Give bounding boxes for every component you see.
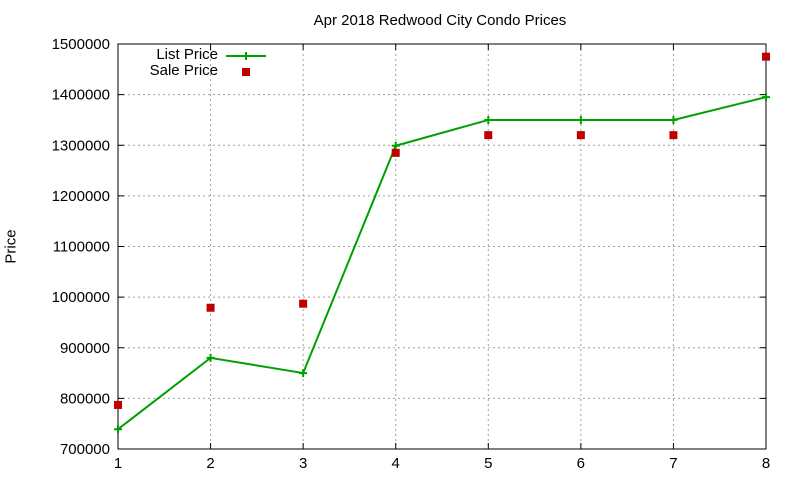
legend-sale-price-marker	[242, 68, 250, 76]
legend-sale-price-label: Sale Price	[149, 62, 218, 79]
data-point-plus	[114, 425, 122, 434]
data-point-square	[576, 131, 585, 140]
data-point-plus	[206, 353, 215, 362]
data-point-square	[484, 131, 493, 140]
y-tick-label: 1000000	[52, 289, 110, 306]
y-tick-label: 1100000	[53, 239, 110, 256]
data-point-plus	[484, 115, 493, 124]
y-tick-label: 1200000	[52, 188, 110, 205]
y-tick-label: 1500000	[52, 36, 110, 53]
x-tick-label: 6	[577, 455, 585, 472]
data-point-square	[299, 299, 308, 308]
x-tick-label: 8	[762, 455, 770, 472]
x-tick-label: 3	[299, 455, 307, 472]
data-point-square	[114, 400, 122, 409]
plot-border	[117, 43, 767, 450]
data-point-plus	[391, 141, 400, 150]
data-point-plus	[669, 115, 678, 124]
data-point-square	[669, 131, 678, 140]
y-tick-label: 900000	[60, 340, 110, 357]
data-point-plus	[576, 115, 585, 124]
data-point-square	[206, 303, 215, 312]
series-line-0	[117, 96, 767, 431]
data-point-plus	[299, 369, 308, 378]
y-tick-label: 1300000	[52, 137, 110, 154]
x-tick-label: 7	[669, 455, 677, 472]
data-point-square	[391, 148, 400, 157]
legend: List Price Sale Price	[140, 47, 218, 79]
y-tick-label: 700000	[60, 441, 110, 458]
data-point-plus	[762, 93, 770, 102]
x-tick-label: 2	[206, 455, 214, 472]
chart-title: Apr 2018 Redwood City Condo Prices	[313, 12, 567, 29]
data-point-square	[762, 52, 770, 61]
legend-list-price-marker	[242, 52, 250, 60]
x-tick-label: 5	[484, 455, 492, 472]
x-tick-label: 1	[114, 455, 122, 472]
legend-list-price-label: List Price	[156, 46, 218, 63]
x-tick-label: 4	[392, 455, 400, 472]
y-tick-label: 800000	[60, 390, 110, 407]
y-tick-label: 1400000	[52, 87, 110, 104]
